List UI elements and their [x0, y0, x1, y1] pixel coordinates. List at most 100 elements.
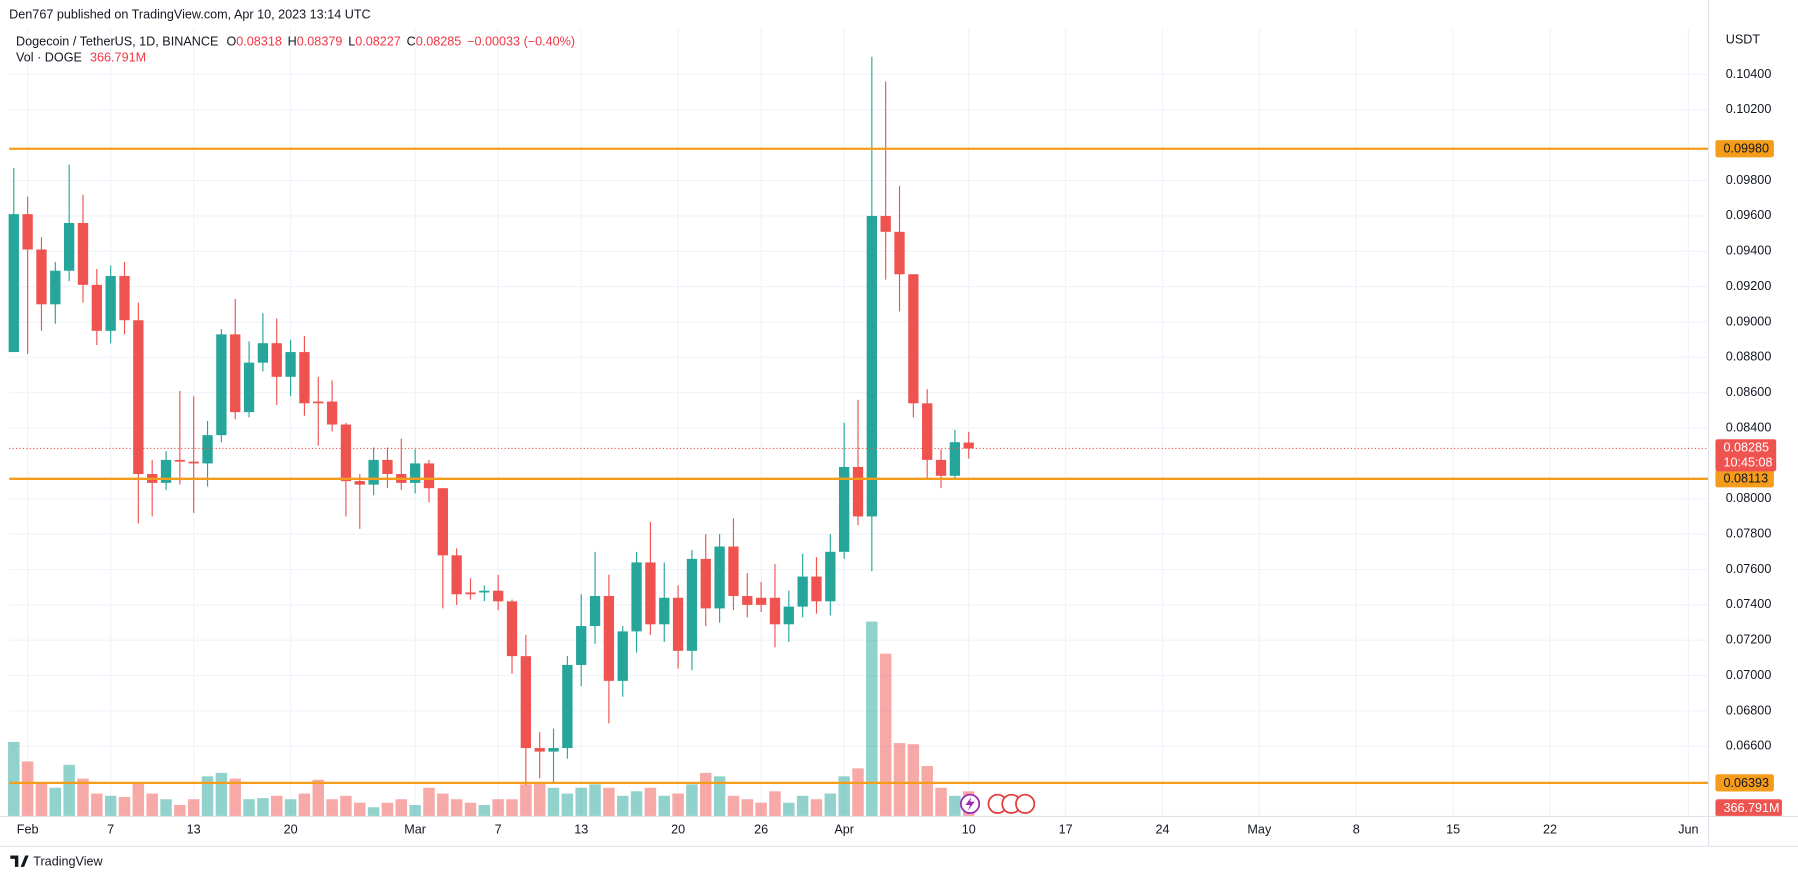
candle-body [326, 401, 338, 425]
volume-bar [644, 787, 657, 817]
ohlc-label: O [226, 35, 236, 49]
volume-bar [298, 793, 311, 817]
volume-bar [921, 766, 933, 817]
candle-body [963, 442, 974, 449]
volume-bar [423, 787, 435, 817]
x-tick-label: May [1247, 823, 1272, 837]
x-tick-label: 17 [1059, 823, 1073, 837]
x-tick-label: 13 [574, 823, 588, 837]
volume-bar [312, 779, 324, 817]
candle-body [36, 249, 47, 305]
volume-value: 366.791M [90, 51, 146, 65]
y-axis-label: USDT [1726, 32, 1761, 46]
x-tick-label: 26 [754, 823, 768, 837]
x-tick-label: 10 [962, 823, 976, 837]
volume-bar [520, 784, 532, 817]
grid [9, 28, 1709, 817]
candle-body [811, 576, 822, 602]
volume-bar [755, 802, 767, 817]
x-tick-label: 22 [1543, 823, 1557, 837]
candle-body [839, 466, 850, 552]
volume-bar [160, 799, 172, 817]
candle-body [603, 596, 615, 681]
x-tick-label: 20 [671, 823, 685, 837]
x-tick-label: Feb [17, 823, 39, 837]
candle-body [423, 463, 435, 489]
y-tick-label: 0.09600 [1726, 208, 1772, 222]
level-label: 0.09980 [1723, 142, 1769, 156]
candle-body [22, 214, 33, 250]
y-tick-label: 0.09000 [1726, 314, 1772, 328]
volume-bar [658, 795, 670, 817]
x-tick-label: 20 [284, 823, 298, 837]
candle-body [313, 401, 324, 404]
y-tick-label: 0.10200 [1726, 102, 1772, 116]
volume-bar [8, 741, 20, 817]
candle-body [576, 626, 587, 665]
candle-body [589, 596, 601, 627]
ohlc-label: L [348, 35, 355, 49]
x-tick-label: 15 [1446, 823, 1460, 837]
volume-bar [409, 805, 421, 817]
candle-body [230, 334, 241, 413]
volume-bar [326, 799, 338, 817]
legend-header: Dogecoin / TetherUS, 1D, BINANCE O0.0831… [16, 35, 575, 49]
volume-name: Vol · DOGE [16, 51, 82, 65]
candle-body [755, 597, 767, 605]
volume-bar [201, 776, 214, 817]
volume-bar [271, 795, 283, 817]
symbol-title: Dogecoin / TetherUS, 1D, BINANCE [16, 35, 218, 49]
x-tick-label: 7 [495, 823, 502, 837]
volume-bar [340, 795, 352, 817]
volume-bar [700, 772, 712, 817]
ohlc-label: H [288, 35, 297, 49]
x-tick-label: Mar [404, 823, 426, 837]
volume-bar [796, 795, 809, 817]
volume-bar [575, 787, 587, 817]
y-tick-label: 0.09800 [1726, 173, 1772, 187]
candle-body [866, 215, 878, 517]
candle-body [700, 558, 711, 609]
candle-body [50, 270, 61, 305]
candle-body [949, 442, 961, 476]
volume-bar [367, 807, 380, 817]
volume-bar [187, 799, 200, 817]
volume-bar [935, 787, 947, 817]
level-label-box [1715, 774, 1774, 792]
volume-bar [533, 782, 546, 817]
candle-body [742, 596, 753, 605]
candles [8, 56, 974, 786]
y-tick-label: 0.06600 [1726, 739, 1772, 753]
event-icon [1015, 793, 1036, 814]
candle-body [8, 214, 19, 353]
candle-body [479, 590, 490, 593]
brand: TradingView [33, 855, 103, 869]
candle-body [382, 459, 393, 475]
volume-bar [77, 778, 89, 817]
volume-bar [852, 768, 864, 817]
volume-bar [547, 787, 560, 817]
volume-bar [824, 793, 837, 817]
candle-body [659, 597, 670, 625]
volume-bar [783, 802, 795, 817]
candle-body [119, 276, 130, 321]
volume-legend: Vol · DOGE 366.791M [16, 51, 146, 65]
volume-bar [395, 799, 408, 817]
publisher: Den767 published on TradingView.com, Apr… [9, 7, 370, 21]
volume-bar [381, 802, 394, 817]
volume-bar [893, 743, 906, 817]
level-label-box [1715, 470, 1774, 488]
y-tick-label: 0.09200 [1726, 279, 1772, 293]
candle-body [908, 274, 919, 404]
candle-body [174, 459, 186, 462]
volume-label: 366.791M [1723, 801, 1779, 815]
volume-bar [437, 793, 449, 817]
volume-bar [229, 778, 241, 817]
candle-body [728, 546, 739, 597]
y-tick-label: 0.08800 [1726, 350, 1772, 364]
candle-body [105, 276, 116, 331]
level-label: 0.06393 [1723, 776, 1769, 790]
candle-body [520, 656, 532, 749]
x-tick-label: 13 [187, 823, 201, 837]
